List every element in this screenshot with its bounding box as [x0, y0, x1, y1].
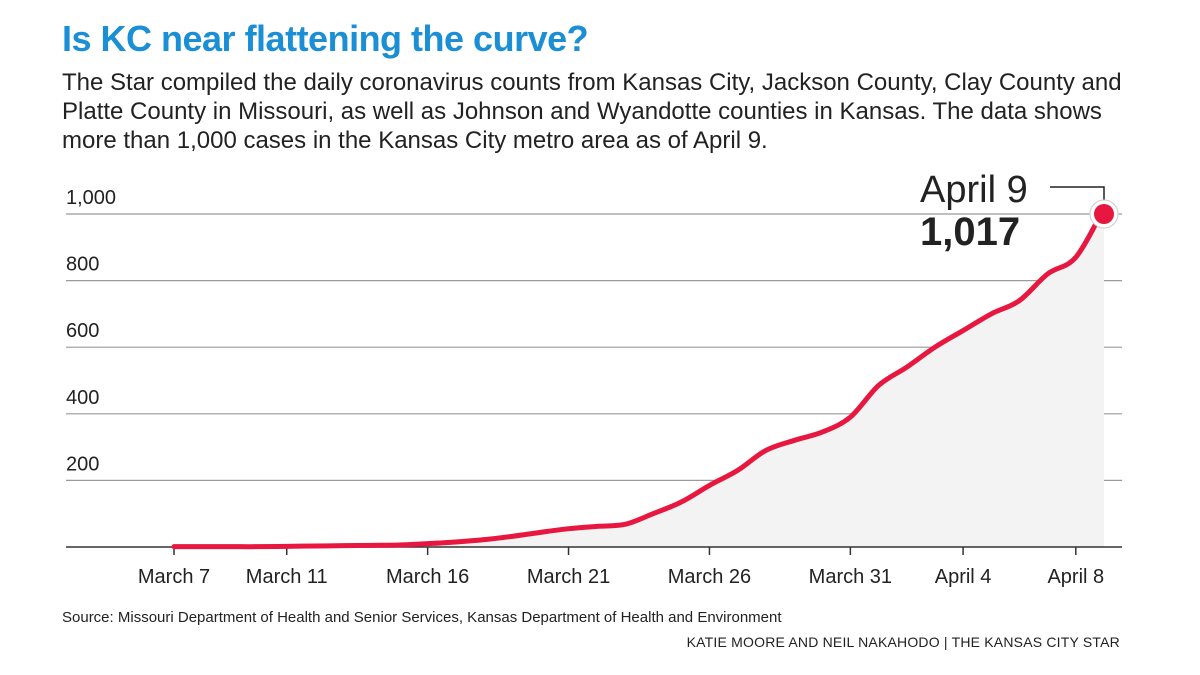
data-point	[425, 541, 430, 546]
data-point	[932, 345, 937, 350]
y-tick-label: 400	[66, 387, 99, 409]
x-tick-label: March 11	[246, 566, 328, 588]
annotation-value-label: 1,017	[920, 210, 1020, 254]
data-point	[397, 543, 402, 548]
chart-title: Is KC near flattening the curve?	[62, 18, 589, 59]
data-point	[904, 365, 909, 370]
annotation-date-label: April 9	[920, 169, 1028, 211]
data-point	[848, 415, 853, 420]
data-point	[651, 511, 656, 516]
data-point	[453, 540, 458, 545]
area-fill	[174, 208, 1104, 548]
data-point	[256, 544, 261, 549]
data-point	[594, 524, 599, 529]
data-point	[989, 311, 994, 316]
endpoint-marker	[1094, 204, 1114, 224]
data-point	[341, 543, 346, 548]
annotation-leader	[1050, 186, 1105, 201]
data-point	[876, 383, 881, 388]
data-point	[200, 544, 205, 549]
x-tick-label: March 7	[138, 566, 210, 588]
data-point	[622, 522, 627, 527]
data-point	[707, 483, 712, 488]
data-point	[1017, 298, 1022, 303]
data-point	[284, 544, 289, 549]
y-tick-label: 800	[66, 254, 99, 276]
annotation: April 91,017	[920, 169, 1119, 254]
data-point	[792, 438, 797, 443]
y-axis: 200 400 600 800 1,000	[66, 187, 116, 475]
y-tick-label: 600	[66, 320, 99, 342]
data-point	[735, 468, 740, 473]
data-point	[312, 544, 317, 549]
x-axis: March 7 March 11 March 16 March 21 March 26 M…	[66, 546, 1122, 588]
data-point	[172, 544, 177, 549]
x-tick-label: March 31	[809, 566, 892, 588]
credit-line: KATIE MOORE AND NEIL NAKAHODO | THE KANS…	[686, 634, 1120, 650]
x-tick-label: April 4	[935, 566, 992, 588]
data-point	[566, 526, 571, 531]
data-point	[763, 448, 768, 453]
data-point	[1045, 271, 1050, 276]
y-tick-label: 1,000	[66, 187, 116, 209]
data-point	[961, 328, 966, 333]
source-note: Source: Missouri Department of Health an…	[62, 609, 782, 626]
data-point	[538, 530, 543, 535]
chart-subtitle: The Star compiled the daily coronavirus …	[62, 69, 1122, 154]
data-point	[820, 430, 825, 435]
data-point	[369, 543, 374, 548]
x-tick-label: April 8	[1047, 566, 1104, 588]
y-tick-label: 200	[66, 453, 99, 475]
data-point	[1073, 255, 1078, 260]
x-tick-label: March 21	[527, 566, 610, 588]
data-point	[510, 534, 515, 539]
series-line	[171, 205, 1107, 550]
x-tick-label: March 16	[386, 566, 469, 588]
x-tick-label: March 26	[668, 566, 751, 588]
data-point	[228, 544, 233, 549]
data-point	[679, 500, 684, 505]
data-point	[482, 537, 487, 542]
